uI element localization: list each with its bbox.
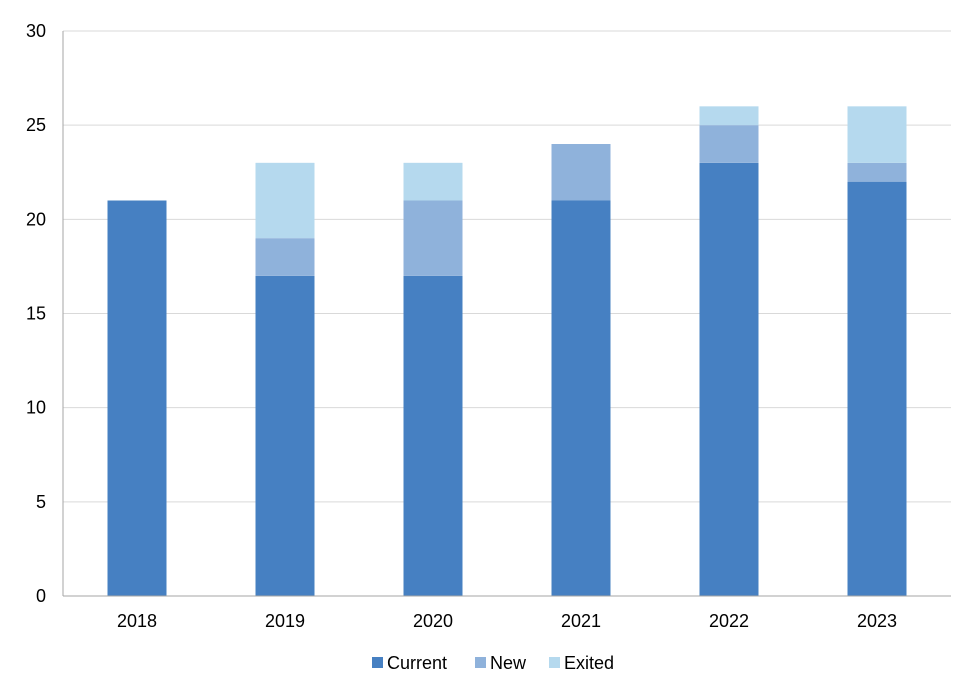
bar-current-2020: [403, 275, 463, 596]
bar-exited-2020: [403, 162, 463, 201]
y-tick-label: 10: [26, 398, 46, 418]
bar-current-2022: [699, 162, 759, 597]
bar-exited-2023: [847, 106, 907, 163]
legend: Current New Exited: [372, 653, 614, 673]
gridlines: [63, 30, 951, 503]
bars: [107, 106, 907, 597]
bar-current-2019: [255, 275, 315, 596]
legend-label-exited: Exited: [564, 653, 614, 673]
legend-swatch-new: [475, 657, 486, 668]
x-tick-label: 2018: [117, 611, 157, 631]
y-tick-label: 20: [26, 209, 46, 229]
bar-current-2021: [551, 200, 611, 596]
bar-new-2021: [551, 144, 611, 201]
legend-swatch-exited: [549, 657, 560, 668]
y-tick-label: 25: [26, 115, 46, 135]
bar-new-2020: [403, 200, 463, 276]
legend-label-new: New: [490, 653, 527, 673]
bar-new-2023: [847, 162, 907, 182]
x-tick-label: 2023: [857, 611, 897, 631]
y-tick-label: 5: [36, 492, 46, 512]
bar-exited-2022: [699, 106, 759, 126]
legend-label-current: Current: [387, 653, 447, 673]
bar-new-2022: [699, 125, 759, 163]
bar-new-2019: [255, 238, 315, 276]
x-tick-label: 2021: [561, 611, 601, 631]
x-tick-label: 2019: [265, 611, 305, 631]
axes: 0 5 10 15 20 25 30 2018 2019 2020 2021 2022 2023: [26, 21, 951, 631]
x-tick-label: 2022: [709, 611, 749, 631]
legend-swatch-current: [372, 657, 383, 668]
y-tick-label: 30: [26, 21, 46, 41]
bar-current-2023: [847, 181, 907, 596]
x-tick-label: 2020: [413, 611, 453, 631]
y-tick-label: 0: [36, 586, 46, 606]
bar-current-2018: [107, 200, 167, 596]
bar-exited-2019: [255, 162, 315, 239]
y-tick-label: 15: [26, 304, 46, 324]
